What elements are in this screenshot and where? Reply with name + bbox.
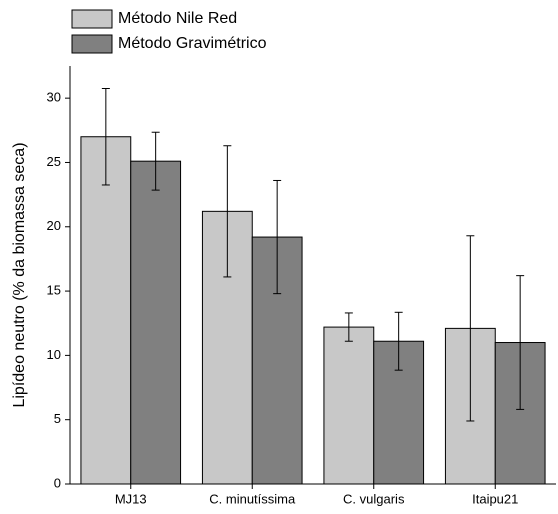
error-bar xyxy=(101,88,110,186)
y-tick-label: 30 xyxy=(47,90,61,105)
y-tick-label: 5 xyxy=(54,411,61,426)
legend-label: Método Nile Red xyxy=(118,10,237,27)
bar xyxy=(323,326,375,485)
y-tick-label: 10 xyxy=(47,347,61,362)
x-tick-label: Itaipu21 xyxy=(472,491,518,506)
error-bar xyxy=(273,179,282,295)
y-tick-label: 15 xyxy=(47,283,61,298)
error-bar xyxy=(344,312,353,342)
y-tick-label: 25 xyxy=(47,154,61,169)
x-tick-label: C. vulgaris xyxy=(343,491,405,506)
error-bar xyxy=(223,145,232,278)
bar xyxy=(80,136,132,485)
legend-swatch xyxy=(71,9,113,29)
error-bar xyxy=(466,235,475,422)
y-tick-label: 0 xyxy=(54,475,61,490)
legend-swatch xyxy=(71,34,113,54)
legend-label: Método Gravimétrico xyxy=(118,35,267,52)
error-bar xyxy=(394,311,403,371)
y-axis-label: Lipídeo neutro (% da biomassa seca) xyxy=(11,142,28,407)
x-tick-label: C. minutíssima xyxy=(209,491,296,506)
x-tick-label: MJ13 xyxy=(115,491,147,506)
y-tick-label: 20 xyxy=(47,218,61,233)
error-bar xyxy=(151,131,160,191)
bar xyxy=(130,160,182,485)
error-bar xyxy=(516,275,525,410)
